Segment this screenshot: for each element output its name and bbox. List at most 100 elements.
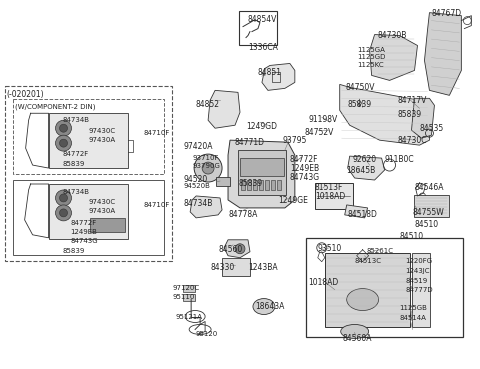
Text: 84710F: 84710F [144, 202, 169, 208]
Bar [415, 195, 449, 217]
Text: 97430C: 97430C [88, 128, 116, 134]
Circle shape [56, 205, 72, 221]
Text: (-020201): (-020201) [7, 90, 44, 99]
Bar [90, 218, 125, 232]
Text: 92620: 92620 [353, 155, 377, 164]
Polygon shape [224, 240, 250, 258]
Polygon shape [345, 205, 368, 218]
Text: 84852: 84852 [195, 100, 219, 109]
Ellipse shape [341, 324, 369, 338]
Text: 1125KC: 1125KC [358, 62, 384, 69]
Text: 84854V: 84854V [248, 15, 277, 24]
Bar [12, 180, 164, 255]
Text: 1243JC: 1243JC [406, 268, 430, 274]
Text: 93795: 93795 [283, 136, 307, 145]
Text: 93510: 93510 [318, 244, 342, 253]
Text: 84771D: 84771D [234, 138, 264, 147]
Polygon shape [370, 35, 418, 80]
Text: 95120: 95120 [195, 331, 217, 337]
Text: 94520: 94520 [183, 175, 207, 184]
Text: 97120C: 97120C [172, 284, 199, 291]
Text: 1220FG: 1220FG [406, 258, 432, 264]
Text: 1018AD: 1018AD [315, 192, 345, 201]
Bar [238, 150, 286, 195]
Text: 84510: 84510 [399, 232, 424, 241]
Text: 84750V: 84750V [346, 83, 375, 92]
Text: 1125GB: 1125GB [399, 304, 427, 311]
Bar [247, 180, 251, 190]
Text: 84772F: 84772F [62, 151, 89, 157]
Text: 85839: 85839 [397, 110, 421, 119]
Bar [265, 180, 269, 190]
Text: 81513F: 81513F [315, 183, 343, 192]
Text: 1243BA: 1243BA [248, 263, 277, 272]
Text: 97430A: 97430A [88, 137, 116, 143]
Circle shape [194, 154, 222, 182]
Bar [259, 180, 263, 190]
Text: 84518D: 84518D [348, 210, 378, 219]
Text: 93710F: 93710F [192, 155, 218, 161]
Polygon shape [348, 156, 384, 180]
Bar [48, 184, 128, 239]
Text: 97430C: 97430C [88, 199, 116, 205]
Text: 93790G: 93790G [192, 163, 220, 169]
Text: 1249GD: 1249GD [246, 122, 277, 131]
Text: 911B0C: 911B0C [384, 155, 414, 164]
Text: 84710F: 84710F [144, 130, 169, 136]
Text: 18645B: 18645B [347, 166, 376, 175]
Polygon shape [340, 85, 430, 145]
Text: 18643A: 18643A [255, 301, 284, 311]
Text: 1249EB: 1249EB [71, 229, 97, 235]
Text: 1249EB: 1249EB [290, 164, 319, 173]
Text: 84730B: 84730B [378, 31, 407, 39]
Bar [315, 183, 353, 209]
Polygon shape [262, 63, 295, 90]
Ellipse shape [347, 289, 379, 311]
Bar [239, 11, 277, 45]
Text: 84772F: 84772F [290, 155, 318, 164]
Bar [253, 180, 257, 190]
Polygon shape [424, 13, 461, 95]
Text: 97420A: 97420A [183, 142, 213, 151]
Text: 84510: 84510 [415, 220, 439, 229]
Polygon shape [228, 140, 295, 208]
Circle shape [56, 135, 72, 151]
Text: 84778A: 84778A [228, 210, 257, 219]
Bar [216, 177, 230, 186]
Text: 84546A: 84546A [415, 183, 444, 192]
Bar [306, 238, 463, 337]
Text: 85839: 85839 [238, 179, 262, 188]
Text: 84513C: 84513C [355, 258, 382, 264]
Text: 84734B: 84734B [62, 117, 89, 123]
Text: 84777D: 84777D [406, 287, 433, 293]
Bar [12, 99, 164, 174]
Text: 85839: 85839 [62, 161, 85, 167]
Text: 85839: 85839 [62, 248, 85, 254]
Text: 85839: 85839 [348, 100, 372, 109]
Text: 84730C: 84730C [397, 136, 427, 145]
Text: 95110: 95110 [172, 294, 194, 300]
Polygon shape [208, 90, 240, 128]
Circle shape [56, 120, 72, 136]
Bar [240, 158, 284, 176]
Bar [183, 294, 195, 301]
Text: 84752V: 84752V [305, 128, 334, 137]
Text: (W/COMPONENT-2 DIN): (W/COMPONENT-2 DIN) [15, 103, 95, 110]
Text: 84734B: 84734B [62, 189, 89, 195]
Text: 84851: 84851 [258, 68, 282, 77]
Text: 84743G: 84743G [290, 173, 320, 182]
Bar [277, 180, 281, 190]
Bar [412, 253, 431, 327]
Text: 84772F: 84772F [71, 220, 97, 226]
Circle shape [235, 244, 245, 254]
Text: 95121A: 95121A [175, 314, 202, 320]
Bar [183, 284, 195, 292]
Polygon shape [411, 98, 434, 138]
Text: 1125GD: 1125GD [358, 55, 386, 61]
Text: 84535: 84535 [420, 124, 444, 133]
Bar [48, 113, 128, 168]
Text: 97430A: 97430A [88, 208, 116, 214]
Text: 85261C: 85261C [367, 248, 394, 254]
Text: 94520B: 94520B [183, 183, 210, 189]
Polygon shape [190, 196, 222, 218]
